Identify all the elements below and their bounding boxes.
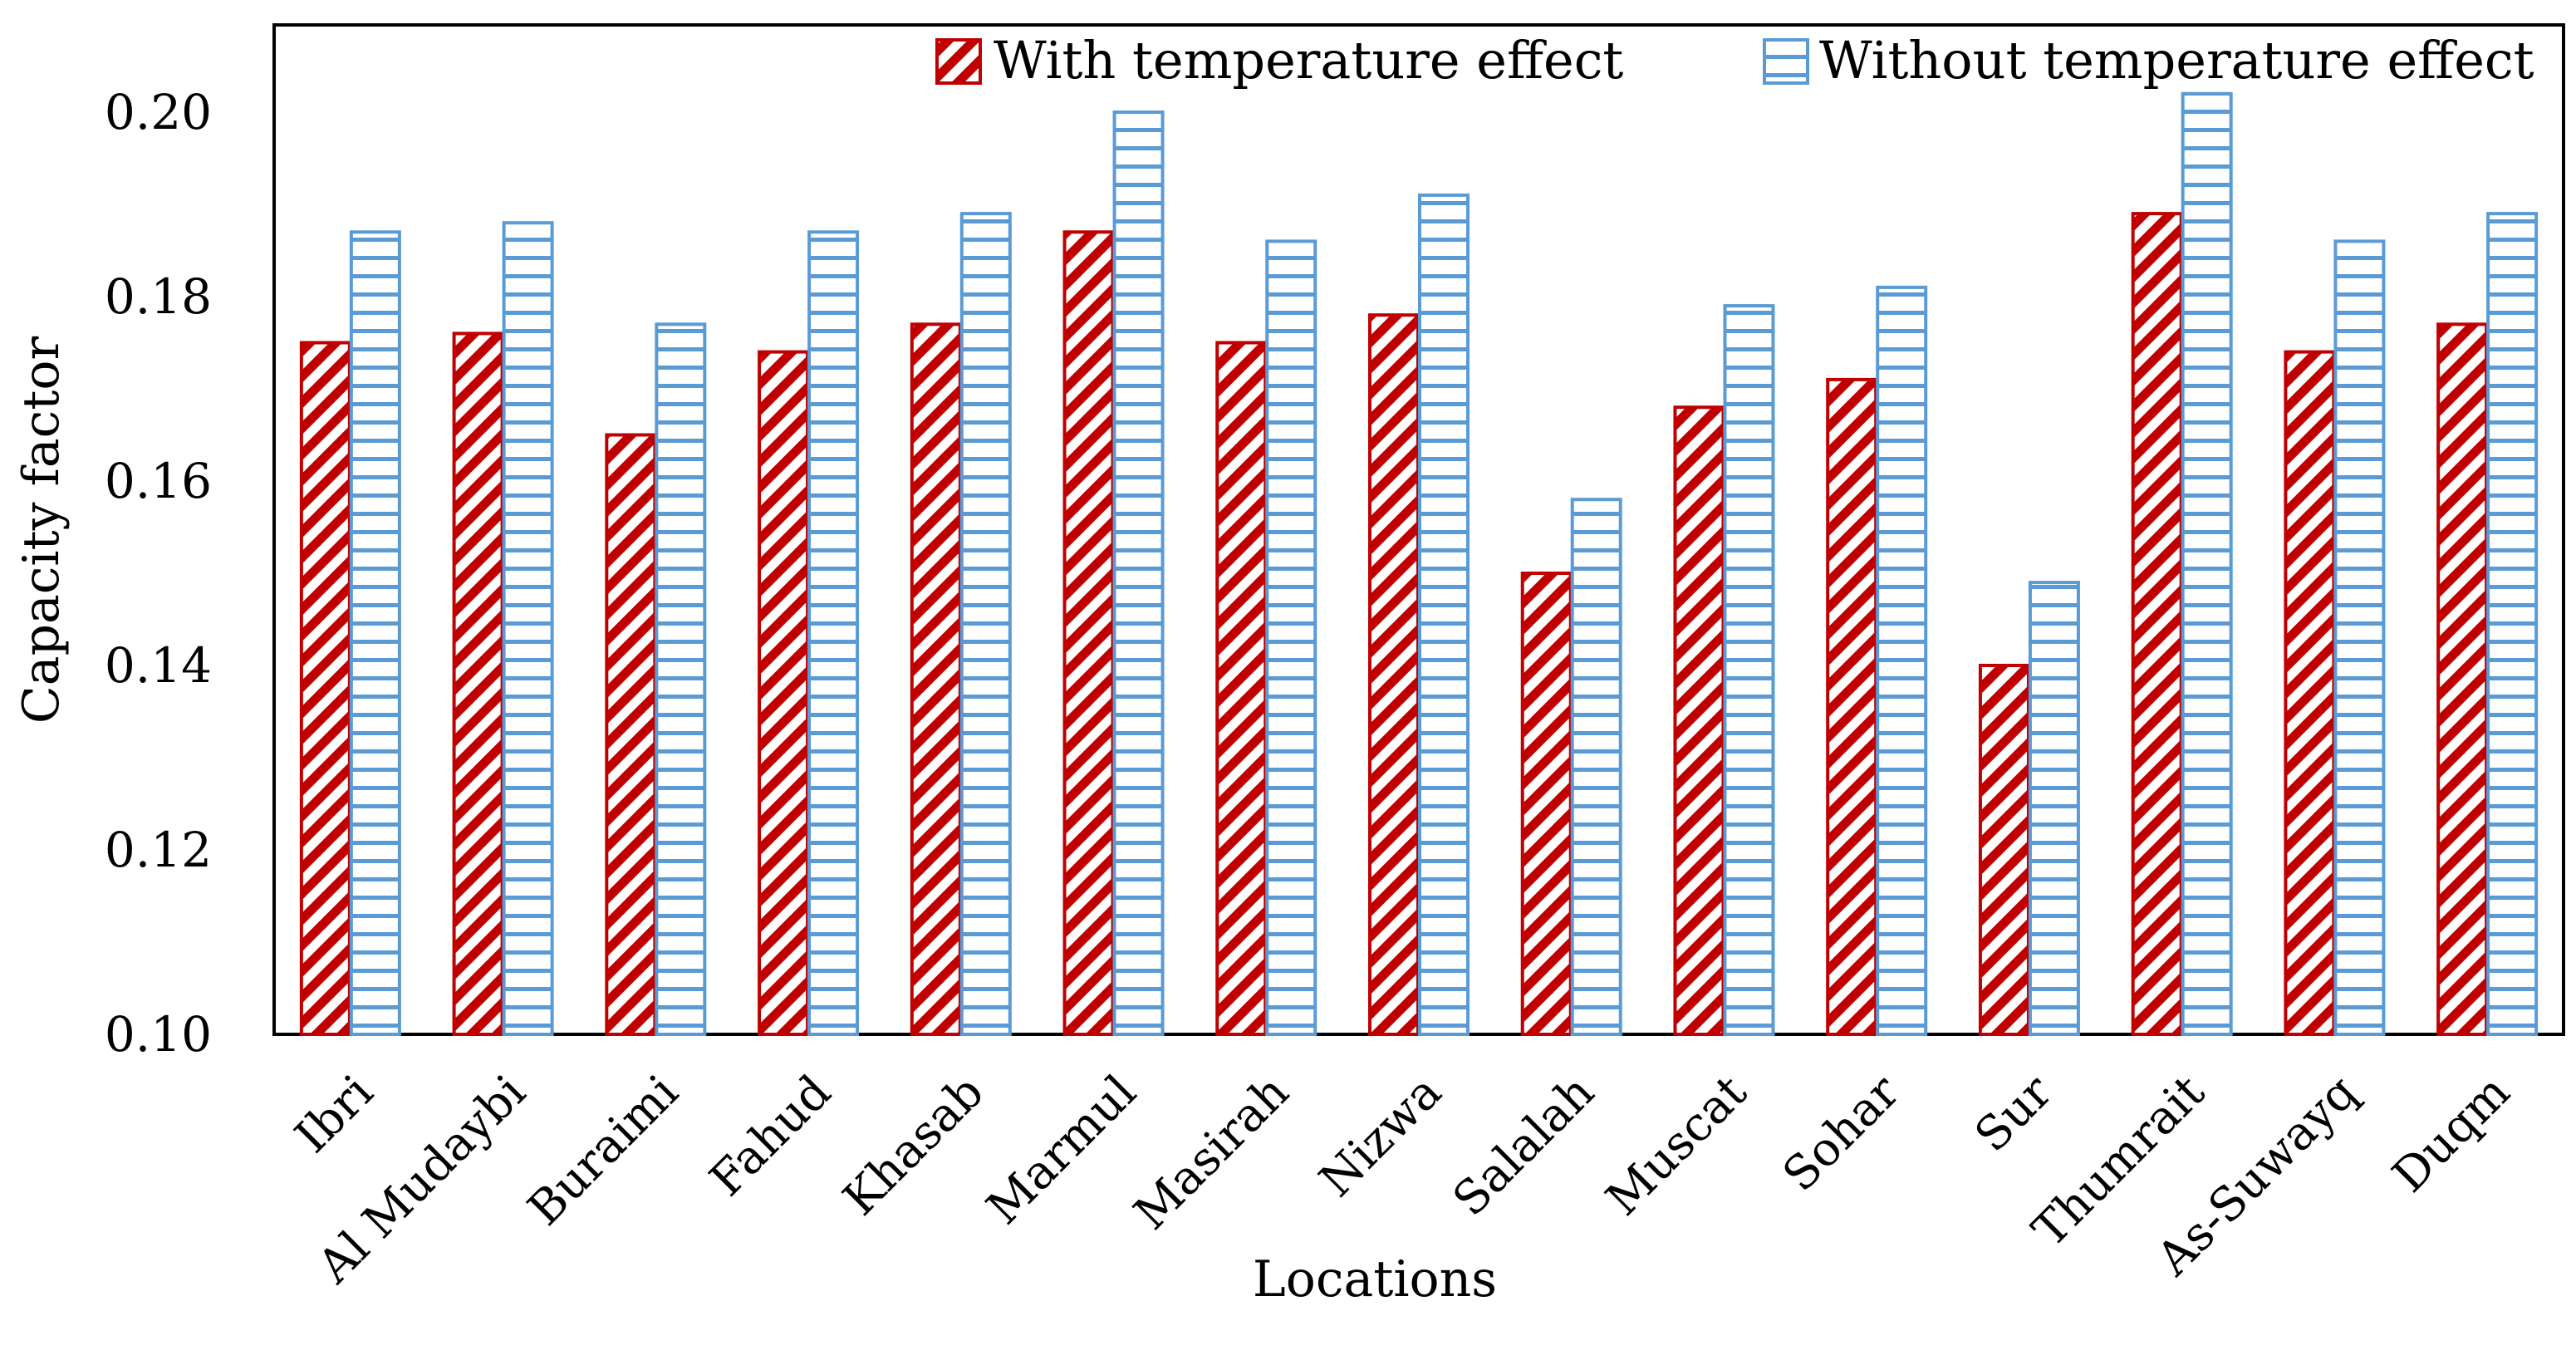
bar-without-temp-marmul bbox=[1112, 110, 1165, 1036]
legend: With temperature effect Without temperat… bbox=[935, 30, 2534, 91]
x-tick-label: Fahud bbox=[699, 1065, 841, 1207]
bar-without-temp-khasab bbox=[959, 212, 1012, 1037]
bar-without-temp-nizwa bbox=[1418, 193, 1470, 1036]
bar-with-temp-al-mudaybi bbox=[452, 331, 504, 1036]
bar-with-temp-salalah bbox=[1520, 572, 1573, 1036]
bar-with-temp-muscat bbox=[1673, 405, 1725, 1036]
bar-without-temp-as-suwayq bbox=[2333, 239, 2386, 1036]
legend-swatch-without-temp bbox=[1763, 38, 1809, 85]
bar-with-temp-sur bbox=[1978, 664, 2030, 1036]
x-tick-label: Sohar bbox=[1773, 1065, 1910, 1202]
bar-without-temp-masirah bbox=[1265, 239, 1317, 1036]
y-tick-label: 0.12 bbox=[105, 822, 212, 878]
y-tick-label: 0.20 bbox=[105, 84, 212, 140]
y-tick-label: 0.18 bbox=[105, 268, 212, 325]
y-tick-label: 0.16 bbox=[105, 453, 212, 509]
legend-swatch-with-temp bbox=[935, 38, 982, 85]
bars-group bbox=[299, 91, 2539, 1037]
x-tick-label: Buraimi bbox=[518, 1065, 689, 1236]
bar-with-temp-thumrait bbox=[2131, 212, 2183, 1037]
bar-without-temp-buraimi bbox=[655, 322, 707, 1036]
bar-with-temp-buraimi bbox=[605, 433, 657, 1036]
x-tick-label: Marmul bbox=[977, 1065, 1147, 1235]
bar-with-temp-masirah bbox=[1215, 341, 1268, 1036]
bar-with-temp-ibri bbox=[299, 341, 351, 1036]
bar-without-temp-ibri bbox=[349, 230, 401, 1036]
bar-with-temp-khasab bbox=[910, 322, 962, 1036]
y-tick-label: 0.14 bbox=[105, 637, 212, 694]
bar-with-temp-as-suwayq bbox=[2284, 350, 2336, 1037]
x-tick-label: Nizwa bbox=[1309, 1065, 1452, 1208]
bar-without-temp-al-mudaybi bbox=[502, 221, 554, 1036]
bar-without-temp-duqm bbox=[2486, 212, 2539, 1037]
bar-with-temp-nizwa bbox=[1368, 313, 1420, 1036]
bar-with-temp-sohar bbox=[1826, 377, 1878, 1036]
legend-label-with-temp: With temperature effect bbox=[994, 30, 1623, 91]
x-tick-label: Khasab bbox=[833, 1065, 994, 1226]
bar-without-temp-thumrait bbox=[2181, 91, 2233, 1036]
x-axis-title: Locations bbox=[1253, 1250, 1497, 1308]
bar-without-temp-muscat bbox=[1723, 304, 1775, 1037]
x-tick-label: Muscat bbox=[1596, 1065, 1757, 1226]
x-tick-label: Masirah bbox=[1124, 1065, 1299, 1240]
bar-with-temp-duqm bbox=[2436, 322, 2489, 1036]
x-tick-label: Duqm bbox=[2382, 1065, 2520, 1203]
legend-label-without-temp: Without temperature effect bbox=[1819, 30, 2534, 91]
bar-without-temp-sur bbox=[2028, 581, 2080, 1036]
x-tick-label: Sur bbox=[1965, 1065, 2063, 1163]
bar-without-temp-sohar bbox=[1876, 285, 1928, 1036]
bar-with-temp-fahud bbox=[758, 350, 810, 1037]
y-axis-title: Capacity factor bbox=[12, 336, 71, 724]
y-axis-ticks: 0.10 0.12 0.14 0.16 0.18 0.20 bbox=[105, 84, 212, 1063]
bar-without-temp-fahud bbox=[807, 230, 860, 1036]
x-tick-label: Ibri bbox=[285, 1065, 384, 1164]
y-tick-label: 0.10 bbox=[105, 1006, 212, 1063]
bar-without-temp-salalah bbox=[1570, 498, 1622, 1036]
x-tick-label: Salalah bbox=[1443, 1065, 1605, 1227]
bar-with-temp-marmul bbox=[1062, 230, 1115, 1036]
